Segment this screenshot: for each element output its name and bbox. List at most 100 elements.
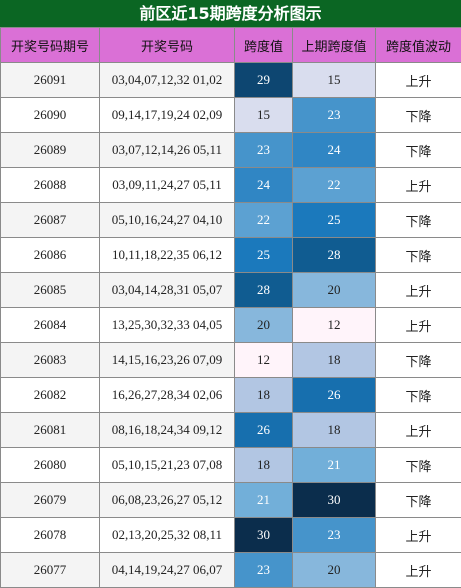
numbers-cell: 16,26,27,28,34 02,06 — [100, 378, 235, 413]
numbers-cell: 05,10,16,24,27 04,10 — [100, 203, 235, 238]
span-cell: 15 — [293, 63, 376, 98]
trend-cell: 上升 — [376, 413, 461, 448]
issue-cell: 26090 — [1, 98, 100, 133]
span-cell: 20 — [293, 273, 376, 308]
trend-cell: 下降 — [376, 133, 461, 168]
issue-cell: 26086 — [1, 238, 100, 273]
trend-cell: 下降 — [376, 238, 461, 273]
span-cell: 12 — [235, 343, 293, 378]
numbers-cell: 13,25,30,32,33 04,05 — [100, 308, 235, 343]
numbers-cell: 03,09,11,24,27 05,11 — [100, 168, 235, 203]
numbers-cell: 05,10,15,21,23 07,08 — [100, 448, 235, 483]
span-cell: 30 — [293, 483, 376, 518]
span-cell: 26 — [235, 413, 293, 448]
span-cell: 18 — [235, 378, 293, 413]
trend-cell: 下降 — [376, 98, 461, 133]
trend-cell: 下降 — [376, 483, 461, 518]
trend-cell: 上升 — [376, 63, 461, 98]
title-bar: 前区近15期跨度分析图示 — [0, 0, 461, 27]
issue-cell: 26088 — [1, 168, 100, 203]
numbers-cell: 06,08,23,26,27 05,12 — [100, 483, 235, 518]
trend-cell: 下降 — [376, 343, 461, 378]
trend-cell: 下降 — [376, 378, 461, 413]
issue-cell: 26091 — [1, 63, 100, 98]
numbers-cell: 08,16,18,24,34 09,12 — [100, 413, 235, 448]
span-cell: 28 — [235, 273, 293, 308]
issue-cell: 26078 — [1, 518, 100, 553]
numbers-cell: 14,15,16,23,26 07,09 — [100, 343, 235, 378]
numbers-cell: 10,11,18,22,35 06,12 — [100, 238, 235, 273]
span-cell: 20 — [235, 308, 293, 343]
trend-cell: 上升 — [376, 168, 461, 203]
issue-cell: 26077 — [1, 553, 100, 588]
issue-cell: 26082 — [1, 378, 100, 413]
issue-cell: 26085 — [1, 273, 100, 308]
issue-cell: 26080 — [1, 448, 100, 483]
span-cell: 25 — [293, 203, 376, 238]
header-row: 开奖号码期号开奖号码跨度值上期跨度值跨度值波动 — [1, 28, 461, 63]
header-cell: 开奖号码 — [100, 28, 235, 63]
header-cell: 上期跨度值 — [293, 28, 376, 63]
span-cell: 15 — [235, 98, 293, 133]
span-cell: 20 — [293, 553, 376, 588]
span-cell: 23 — [235, 553, 293, 588]
header-cell: 开奖号码期号 — [1, 28, 100, 63]
trend-cell: 下降 — [376, 203, 461, 238]
trend-cell: 上升 — [376, 308, 461, 343]
span-cell: 28 — [293, 238, 376, 273]
numbers-cell: 03,04,07,12,32 01,02 — [100, 63, 235, 98]
span-cell: 24 — [293, 133, 376, 168]
trend-cell: 下降 — [376, 448, 461, 483]
issue-cell: 26079 — [1, 483, 100, 518]
span-cell: 23 — [293, 518, 376, 553]
span-cell: 24 — [235, 168, 293, 203]
numbers-cell: 02,13,20,25,32 08,11 — [100, 518, 235, 553]
span-cell: 25 — [235, 238, 293, 273]
trend-cell: 上升 — [376, 553, 461, 588]
span-cell: 22 — [293, 168, 376, 203]
span-cell: 18 — [293, 343, 376, 378]
trend-cell: 上升 — [376, 273, 461, 308]
span-cell: 22 — [235, 203, 293, 238]
issue-cell: 26084 — [1, 308, 100, 343]
span-cell: 23 — [235, 133, 293, 168]
span-cell: 29 — [235, 63, 293, 98]
numbers-cell: 03,04,14,28,31 05,07 — [100, 273, 235, 308]
numbers-cell: 09,14,17,19,24 02,09 — [100, 98, 235, 133]
issue-cell: 26081 — [1, 413, 100, 448]
issue-cell: 26087 — [1, 203, 100, 238]
trend-cell: 上升 — [376, 518, 461, 553]
span-cell: 21 — [293, 448, 376, 483]
span-cell: 18 — [235, 448, 293, 483]
issue-cell: 26089 — [1, 133, 100, 168]
span-cell: 12 — [293, 308, 376, 343]
span-cell: 30 — [235, 518, 293, 553]
header-cell: 跨度值波动 — [376, 28, 461, 63]
issue-cell: 26083 — [1, 343, 100, 378]
span-cell: 21 — [235, 483, 293, 518]
numbers-cell: 03,07,12,14,26 05,11 — [100, 133, 235, 168]
span-cell: 23 — [293, 98, 376, 133]
span-cell: 18 — [293, 413, 376, 448]
header-cell: 跨度值 — [235, 28, 293, 63]
span-cell: 26 — [293, 378, 376, 413]
numbers-cell: 04,14,19,24,27 06,07 — [100, 553, 235, 588]
